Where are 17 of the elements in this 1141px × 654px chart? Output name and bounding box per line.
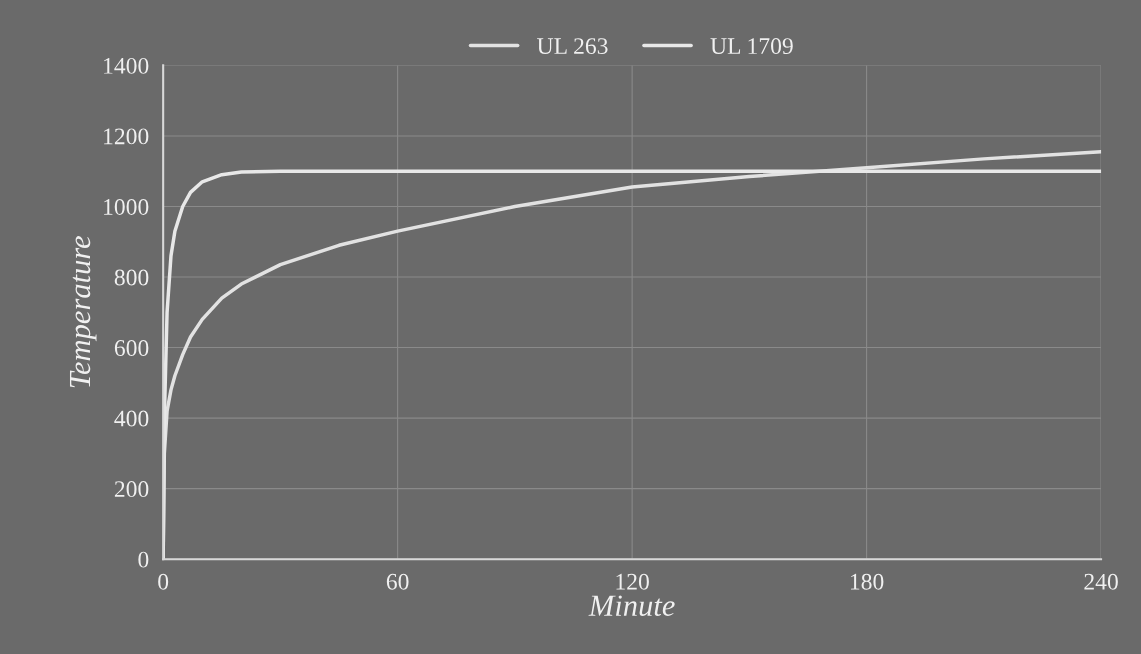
y-tick-label: 1400: [104, 57, 149, 74]
y-tick-label: 800: [114, 269, 149, 286]
y-tick-label: 1200: [104, 128, 149, 145]
x-tick-label: 60: [386, 573, 409, 590]
legend-label: UL 263: [537, 38, 608, 55]
x-tick-label: 0: [158, 573, 169, 590]
y-tick-label: 1000: [104, 198, 149, 215]
y-axis-title: Temperature: [69, 236, 97, 388]
x-tick-label: 240: [1084, 573, 1118, 590]
x-tick-label: 180: [850, 573, 884, 590]
y-tick-label: 400: [114, 410, 149, 427]
legend-label: UL 1709: [710, 38, 793, 55]
x-axis-title: Minute: [588, 595, 675, 617]
y-tick-label: 200: [114, 481, 149, 498]
y-tick-label: 0: [138, 551, 149, 568]
x-tick-label: 120: [616, 573, 649, 590]
y-tick-label: 600: [114, 340, 149, 356]
